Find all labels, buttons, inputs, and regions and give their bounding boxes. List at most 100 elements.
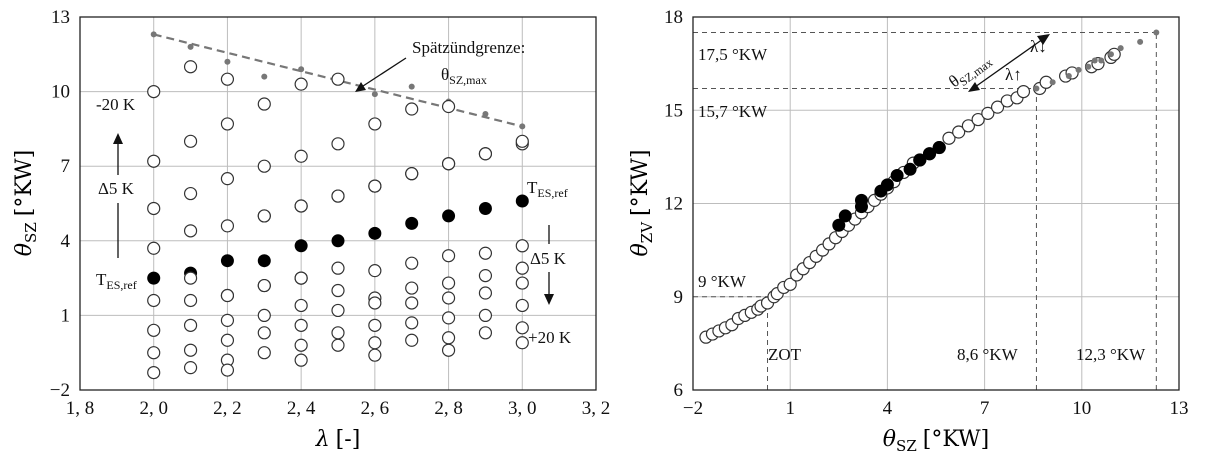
data-point — [368, 179, 382, 193]
left-chart: 1, 8 2, 0 2, 2 2, 4 2, 6 2, 8 3, 0 3, 2 −2 1 4 7 10 1… — [12, 7, 610, 452]
data-point — [441, 291, 456, 305]
delta-right-label: Δ5 K — [530, 249, 567, 268]
data-point — [783, 277, 797, 291]
limit-point — [482, 110, 489, 117]
data-point — [183, 186, 198, 201]
data-point — [515, 321, 529, 335]
data-point — [220, 172, 235, 186]
right-plot-frame — [692, 16, 1180, 391]
delta-left-label: Δ5 K — [98, 179, 135, 198]
reference-point — [932, 141, 946, 155]
limit-point — [1153, 29, 1160, 36]
limit-symbol: θSZ,max — [441, 65, 487, 87]
data-point — [405, 296, 419, 310]
left-data-points — [147, 31, 529, 380]
reference-point — [515, 194, 529, 208]
tref-left-label: TES,ref — [96, 270, 137, 292]
data-point — [331, 338, 345, 352]
data-point — [478, 147, 493, 161]
data-point — [147, 154, 161, 168]
limit-point — [261, 73, 268, 80]
data-point — [441, 276, 456, 290]
reference-point — [890, 169, 904, 183]
data-point — [405, 281, 419, 295]
minus20-label: -20 K — [96, 95, 136, 114]
ref-label-8-6: 8,6 °KW — [957, 345, 1019, 364]
limit-point — [519, 123, 526, 130]
data-point — [294, 199, 308, 213]
x-tick-label: 7 — [980, 398, 990, 419]
data-point — [478, 246, 493, 260]
limit-point — [408, 83, 415, 90]
data-point — [257, 97, 271, 111]
data-point — [952, 125, 966, 139]
tref-right-label: TES,ref — [527, 178, 568, 200]
data-point — [257, 308, 271, 322]
data-point — [331, 72, 345, 86]
x-tick-label: 1 — [785, 398, 795, 419]
y-tick-label: 7 — [61, 156, 71, 177]
y-tick-label: 10 — [51, 82, 70, 103]
data-point — [257, 326, 271, 340]
data-point — [478, 308, 493, 322]
reference-point — [442, 209, 456, 223]
lambda-down-label: λ↓ — [1030, 37, 1047, 56]
limit-point — [1137, 38, 1144, 45]
limit-point — [1049, 79, 1056, 86]
limit-point — [187, 43, 194, 50]
reference-point — [832, 218, 846, 232]
data-point — [368, 296, 382, 310]
y-tick-label: 12 — [664, 194, 683, 215]
data-point — [971, 112, 985, 127]
x-tick-label: 3, 2 — [582, 398, 611, 419]
data-point — [257, 278, 271, 293]
data-point — [220, 72, 235, 86]
data-point — [147, 346, 161, 360]
data-point — [368, 336, 382, 350]
data-point — [368, 264, 382, 278]
data-point — [515, 261, 529, 275]
data-point — [331, 261, 345, 275]
right-reference-lines — [693, 32, 1157, 390]
data-point — [257, 209, 271, 223]
data-point — [441, 249, 456, 263]
reference-point — [147, 271, 161, 285]
data-point — [478, 326, 493, 340]
data-point — [147, 365, 161, 380]
limit-point — [371, 91, 378, 98]
data-point — [220, 288, 235, 303]
x-tick-label: 2, 2 — [213, 398, 242, 419]
y-tick-label: 4 — [61, 231, 71, 252]
reference-point — [838, 209, 852, 223]
x-tick-label: 3, 0 — [508, 398, 537, 419]
data-point — [990, 100, 1005, 114]
data-point — [515, 134, 529, 148]
left-tick-labels: 1, 8 2, 0 2, 2 2, 4 2, 6 2, 8 3, 0 3, 2 −2 1 4 7 10 1… — [50, 7, 610, 419]
data-point — [441, 331, 456, 345]
data-point — [441, 99, 456, 114]
limit-point — [1033, 85, 1040, 92]
data-point — [368, 117, 382, 131]
data-point — [220, 313, 235, 327]
ref-label-15-7: 15,7 °KW — [698, 102, 768, 121]
x-tick-label: 13 — [1170, 398, 1189, 419]
limit-point — [224, 58, 231, 65]
reference-point — [880, 178, 894, 192]
left-y-axis-title: θSZ[°KW] — [12, 150, 40, 256]
data-point — [147, 293, 161, 308]
reference-point — [478, 201, 492, 215]
data-point — [478, 269, 493, 283]
y-tick-label: 15 — [664, 100, 683, 121]
reference-point — [854, 193, 868, 207]
data-point — [368, 348, 382, 362]
data-point — [961, 119, 976, 133]
data-point — [257, 159, 271, 173]
right-grid — [693, 17, 1179, 390]
ref-label-12-3: 12,3 °KW — [1076, 345, 1146, 364]
data-point — [183, 224, 198, 238]
lambda-up-label: λ↑ — [1005, 65, 1022, 84]
limit-point — [1117, 45, 1124, 52]
ref-label-17-5: 17,5 °KW — [698, 45, 768, 64]
limit-label: Spätzündgrenze: — [412, 38, 525, 57]
data-point — [147, 323, 161, 337]
